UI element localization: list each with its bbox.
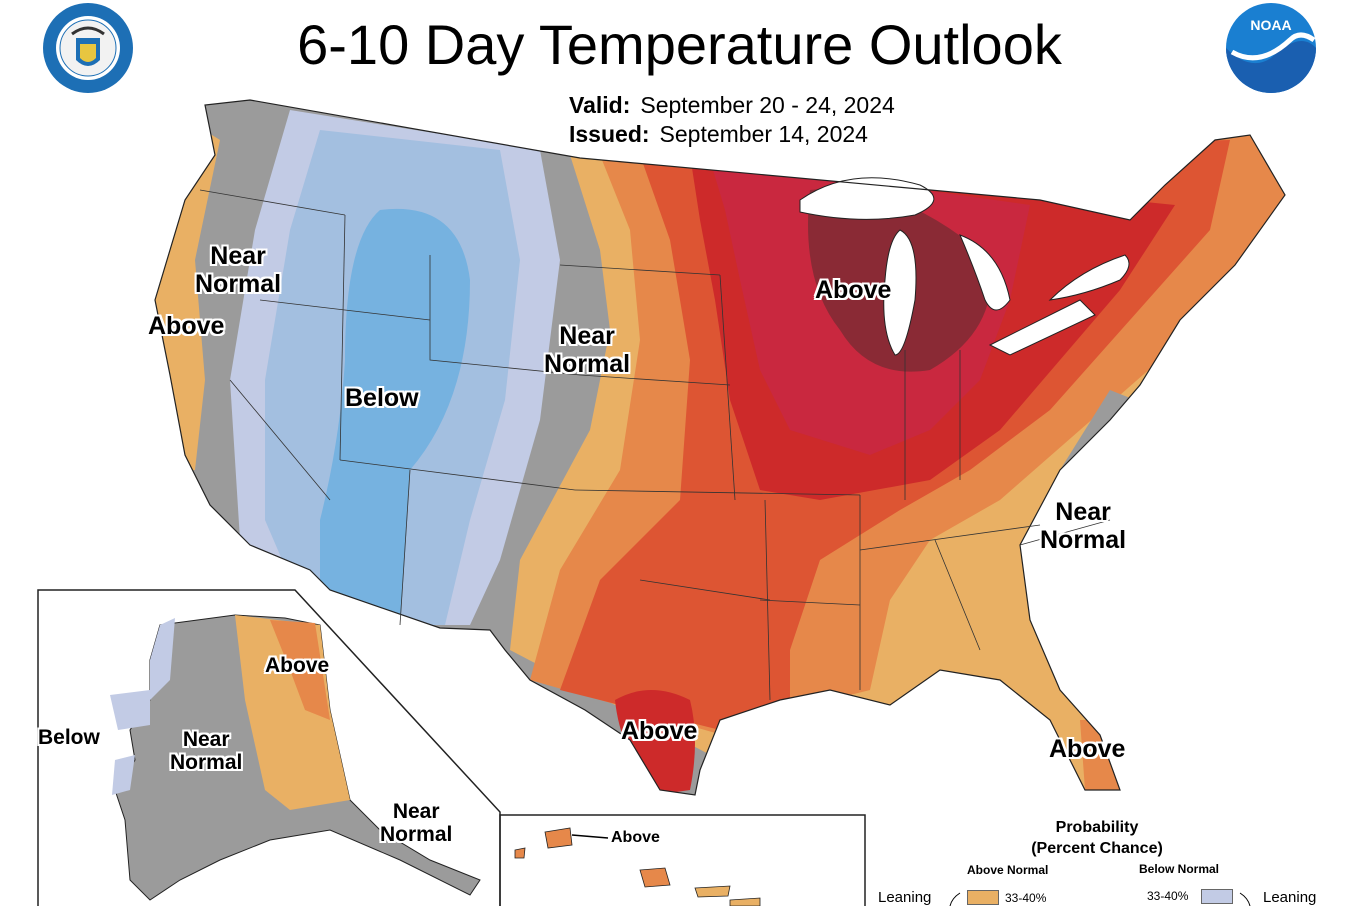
issued-date: Issued: September 14, 2024 <box>569 121 868 148</box>
band-below-50-60 <box>320 208 470 625</box>
noaa-logo: NOAA <box>1226 3 1316 93</box>
valid-label: Valid: <box>569 92 631 118</box>
legend-above-pct: 33-40% <box>1005 891 1047 905</box>
band-texas-above-60-70 <box>615 690 695 795</box>
issued-value: September 14, 2024 <box>659 121 868 147</box>
label-west-above: Above <box>148 312 225 340</box>
label-alaska-above: Above <box>265 654 330 677</box>
legend-leaning-left: Leaning <box>878 889 932 906</box>
valid-value: September 20 - 24, 2024 <box>640 92 895 118</box>
label-alaska-se-near-normal: Near Normal <box>380 800 453 847</box>
label-hawaii-above: Above <box>611 829 660 846</box>
legend-title-line1: Probability <box>1055 819 1139 836</box>
legend-swatch-above-33-40 <box>967 890 999 905</box>
issued-label: Issued: <box>569 121 650 147</box>
legend-bracket-left <box>949 892 961 906</box>
legend-below-pct: 33-40% <box>1147 889 1189 903</box>
noaa-text: NOAA <box>1250 17 1291 33</box>
label-texas-above: Above <box>621 717 698 745</box>
legend-title-line2: (Percent Chance) <box>1031 839 1163 857</box>
label-midwest-above: Above <box>815 276 892 304</box>
alaska-inset <box>37 589 501 906</box>
label-rockies-below: Below <box>345 384 419 412</box>
great-lakes <box>799 177 1130 356</box>
label-plains-near-normal: Near Normal <box>544 322 631 378</box>
label-alaska-below: Below <box>38 726 100 749</box>
conus-outline <box>154 99 1286 796</box>
legend-leaning-right: Leaning <box>1263 889 1317 906</box>
legend-below-header: Below Normal <box>1139 862 1220 876</box>
label-florida-above: Above <box>1049 735 1126 763</box>
label-southeast-near-normal: Near Normal <box>1040 498 1127 554</box>
commerce-seal-logo <box>43 3 133 93</box>
legend-swatch-below-33-40 <box>1201 889 1233 904</box>
label-alaska-near-normal: Near Normal <box>170 728 243 775</box>
state-boundaries <box>199 189 1111 701</box>
legend-bracket-right <box>1239 892 1251 906</box>
legend-title: Probability (Percent Chance) <box>1012 818 1182 860</box>
label-west-near-normal: Near Normal <box>195 242 282 298</box>
map-title: 6-10 Day Temperature Outlook <box>297 13 1062 76</box>
valid-dates: Valid: September 20 - 24, 2024 <box>569 92 895 119</box>
legend-above-header: Above Normal <box>967 863 1049 877</box>
hawaii-inset <box>499 814 866 906</box>
